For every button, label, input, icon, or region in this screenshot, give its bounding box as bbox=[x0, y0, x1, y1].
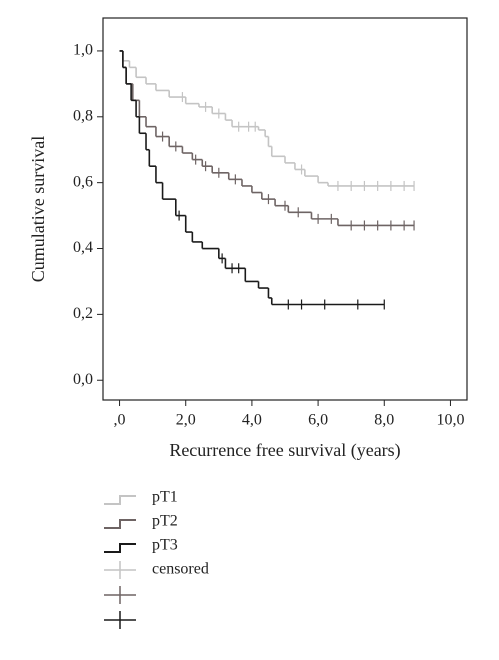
y-tick-label: 1,0 bbox=[73, 42, 93, 59]
x-tick-label: ,0 bbox=[114, 412, 126, 429]
y-tick-label: 0,4 bbox=[73, 239, 93, 256]
y-tick-label: 0,2 bbox=[73, 305, 93, 322]
legend-censor bbox=[104, 586, 136, 604]
legend: pT1 pT2 pT3 censored bbox=[104, 489, 209, 629]
y-axis-label: Cumulative survival bbox=[28, 136, 48, 282]
x-tick-label: 6,0 bbox=[308, 412, 328, 429]
legend-label: pT1 bbox=[152, 489, 178, 506]
y-tick-label: 0,0 bbox=[73, 371, 93, 388]
legend-label: censored bbox=[152, 561, 209, 578]
x-axis-label: Recurrence free survival (years) bbox=[169, 440, 400, 461]
legend-swatch bbox=[104, 543, 136, 553]
x-tick-label: 4,0 bbox=[242, 412, 262, 429]
legend-label: pT3 bbox=[152, 537, 178, 554]
legend-swatch bbox=[104, 495, 136, 505]
plot-frame bbox=[102, 17, 468, 401]
y-tick-label: 0,6 bbox=[73, 173, 93, 190]
y-tick-label: 0,8 bbox=[73, 107, 93, 124]
legend-swatch bbox=[104, 519, 136, 529]
legend-censor bbox=[104, 561, 136, 579]
x-tick-label: 8,0 bbox=[374, 412, 394, 429]
legend-censor bbox=[104, 611, 136, 629]
legend-label: pT2 bbox=[152, 513, 178, 530]
x-tick-label: 2,0 bbox=[176, 412, 196, 429]
x-tick-label: 10,0 bbox=[436, 412, 464, 429]
